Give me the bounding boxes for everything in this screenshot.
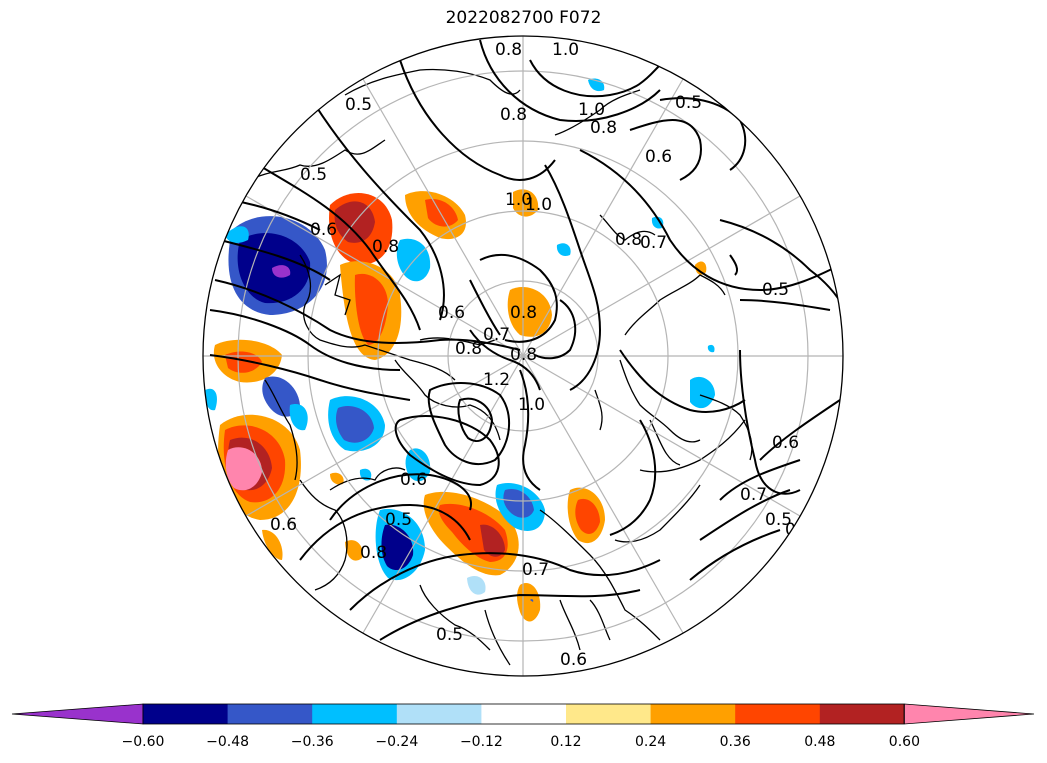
contour-label: 0.5 [385, 510, 412, 530]
contour-label: 0.6 [310, 220, 337, 240]
contour-label: 0.7 [483, 325, 510, 345]
colorbar-cell [227, 704, 313, 724]
contour-label: 0.8 [372, 237, 399, 257]
colorbar-cell [312, 704, 398, 724]
contour-label: 0.8 [495, 40, 522, 60]
colorbar-cell [566, 704, 652, 724]
colorbar-tick-label: 0.24 [635, 734, 667, 750]
contour-label: 0.8 [360, 543, 387, 563]
colorbar-tick-label: −0.48 [206, 734, 250, 750]
map-boundary [202, 35, 844, 677]
contour-label: 0.7 [640, 233, 667, 253]
contour-label: 1.0 [578, 100, 605, 120]
colorbar-cell [819, 704, 905, 724]
colorbar-tick-label: 0.48 [804, 734, 836, 750]
contour-label: 1.2 [483, 370, 510, 390]
contour-label: 0.8 [510, 345, 537, 365]
contour-label: 0.5 [762, 280, 789, 300]
colorbar-extend-low [11, 703, 144, 725]
contour-label: 1.0 [552, 40, 579, 60]
contour-label: 0.8 [455, 339, 482, 359]
colorbar-cell [396, 704, 482, 724]
colorbar-tick-label: −0.24 [375, 734, 419, 750]
contour-label: 0.8 [615, 230, 642, 250]
height-contours [209, 39, 843, 641]
anomaly-shading [204, 78, 715, 622]
colorbar-cell [735, 704, 821, 724]
contour-label: 0.8 [510, 303, 537, 323]
colorbar-tick-label: 0.36 [719, 734, 751, 750]
contour-label: 0.5 [436, 625, 463, 645]
graticule [203, 36, 843, 676]
contour-label: 0.6 [772, 433, 799, 453]
contour-label: 0.4 [785, 520, 812, 540]
contour-label: 0.5 [345, 95, 372, 115]
contour-label: 0.6 [438, 303, 465, 323]
contour-label: 1.0 [518, 395, 545, 415]
colorbar-tick-label: −0.60 [121, 734, 165, 750]
contour-label: 0.7 [740, 485, 767, 505]
contour-label: 0.5 [765, 510, 792, 530]
colorbar [11, 703, 1035, 725]
contour-label: 0.5 [675, 93, 702, 113]
contour-label: 0.6 [645, 147, 672, 167]
colorbar-extend-high [904, 703, 1035, 725]
contour-label: 0.6 [560, 650, 587, 670]
coastlines [249, 68, 753, 666]
contour-label: 0.6 [270, 515, 297, 535]
contour-label: 0.8 [500, 105, 527, 125]
contour-label: 0.7 [522, 560, 549, 580]
colorbar-cell [143, 704, 229, 724]
map-title: 2022082700 F072 [445, 8, 602, 28]
colorbar-tick-label: −0.36 [290, 734, 334, 750]
colorbar-tick-label: −0.12 [459, 734, 503, 750]
contour-label: 1.0 [525, 195, 552, 215]
colorbar-tick-label: 0.12 [550, 734, 582, 750]
contour-label: 0.5 [300, 165, 327, 185]
colorbar-tick-label: 0.60 [888, 734, 920, 750]
polar-map: 0.8 1.0 0.5 0.8 1.0 0.8 0.5 0.6 0.7 0.8 … [202, 35, 844, 677]
colorbar-cell [650, 704, 736, 724]
contour-label: 0.6 [400, 470, 427, 490]
colorbar-cell [481, 704, 567, 724]
contour-label: 1.0 [505, 190, 532, 210]
contour-label: 0.8 [590, 118, 617, 138]
